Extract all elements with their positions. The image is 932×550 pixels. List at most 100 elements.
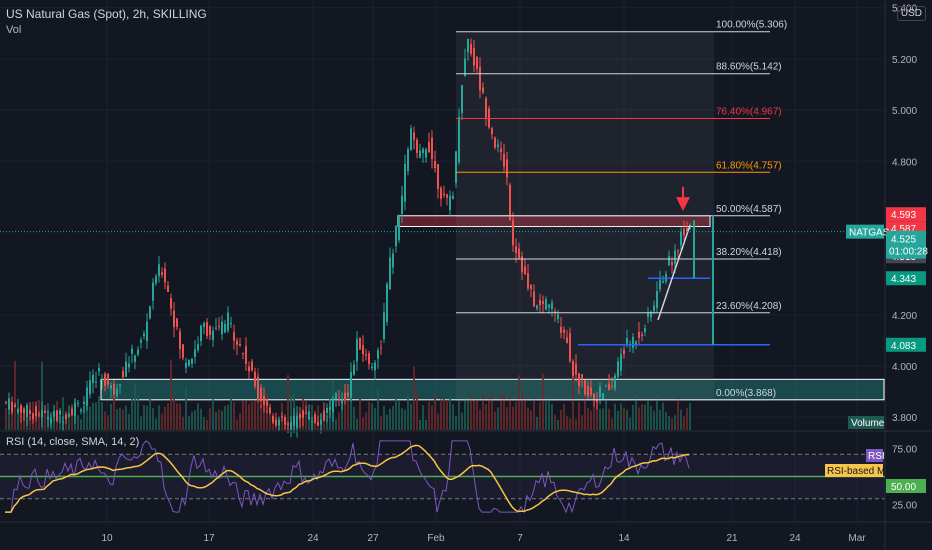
candle-body (197, 344, 199, 351)
candle-body (173, 310, 175, 328)
candle-body (341, 398, 343, 404)
candle-body (89, 380, 91, 395)
fib-level-label: 38.20%(4.418) (716, 247, 782, 258)
candle-body (587, 386, 589, 396)
volume-bar (221, 410, 223, 430)
currency-badge[interactable]: USD (896, 6, 926, 21)
volume-bar (551, 403, 553, 430)
volume-bar (578, 402, 580, 430)
volume-bar (248, 404, 250, 430)
candle-body (413, 132, 415, 140)
candle-body (530, 284, 532, 289)
rsi-tag-label: RSI (868, 451, 885, 462)
current-price-tag (886, 230, 926, 259)
volume-bar (482, 395, 484, 430)
candle-body (107, 373, 109, 385)
time-tick-label: 24 (789, 533, 801, 544)
candle-body (440, 187, 442, 199)
candle-body (644, 328, 646, 333)
candle-body (158, 264, 160, 277)
volume-bar (566, 416, 568, 430)
volume-bar (683, 416, 685, 430)
candle-body (68, 413, 70, 417)
candle-body (251, 361, 253, 371)
candle-body (209, 325, 211, 335)
rsi-legend[interactable]: RSI (14, close, SMA, 14, 2) (6, 436, 140, 448)
volume-bar (80, 419, 82, 430)
volume-bar (611, 418, 613, 430)
time-tick-label: 7 (517, 533, 523, 544)
candle-body (161, 272, 163, 275)
volume-bar (587, 408, 589, 430)
volume-bar (554, 414, 556, 430)
candle-body (506, 159, 508, 178)
candle-body (215, 327, 217, 329)
volume-bar (44, 411, 46, 430)
volume-legend[interactable]: Vol (6, 24, 22, 36)
candle-body (602, 393, 604, 400)
volume-bar (146, 405, 148, 430)
volume-bar (686, 407, 688, 430)
candle-body (545, 299, 547, 310)
time-tick-label: 27 (367, 533, 379, 544)
volume-bar (287, 375, 289, 430)
down-arrow-icon (676, 197, 690, 212)
candle-body (428, 141, 430, 153)
candle-body (287, 423, 289, 426)
candle-body (305, 412, 307, 414)
fib-level-label: 76.40%(4.967) (716, 107, 782, 118)
candle-body (50, 418, 52, 424)
candle-body (134, 355, 136, 362)
candle-body (92, 374, 94, 384)
candle-body (593, 393, 595, 400)
candle-body (650, 311, 652, 318)
volume-bar (548, 396, 550, 430)
candle-body (185, 363, 187, 368)
candle-body (548, 304, 550, 308)
price-tag (886, 271, 926, 286)
candle-body (641, 334, 643, 336)
volume-bar (398, 401, 400, 430)
volume-bar (434, 394, 436, 430)
candle-body (344, 392, 346, 400)
rsi-ma-line (5, 444, 690, 513)
candle-body (227, 312, 229, 331)
volume-bar (155, 418, 157, 430)
volume-bar (290, 395, 292, 430)
candle-body (155, 276, 157, 284)
volume-bar (563, 403, 565, 430)
candle-body (299, 413, 301, 419)
volume-bar (671, 418, 673, 430)
candle-body (212, 330, 214, 340)
volume-bar (335, 419, 337, 430)
candle-body (332, 398, 334, 413)
volume-bar (170, 359, 172, 430)
volume-bar (308, 414, 310, 430)
candle-body (668, 255, 670, 266)
price-tag-label: 4.587 (891, 224, 916, 235)
candle-body (461, 85, 463, 114)
candle-body (551, 302, 553, 309)
price-tick-label: 4.800 (892, 157, 917, 168)
volume-bar (347, 400, 349, 430)
rsi-pane (0, 440, 885, 514)
volume-bar (443, 398, 445, 430)
price-tick-label: 4.000 (892, 362, 917, 373)
price-tick-label: 3.800 (892, 413, 917, 424)
candle-body (656, 291, 658, 308)
volume-bar (536, 416, 538, 430)
rsi-mid-tag (886, 479, 926, 493)
candle-body (290, 421, 292, 430)
candle-body (494, 137, 496, 148)
candle-body (404, 163, 406, 202)
candle-body (71, 408, 73, 415)
fib-retracement[interactable]: 100.00%(5.306) 88.60%(5.142) 76.40%(4.967)… (456, 20, 787, 401)
volume-bar (428, 401, 430, 430)
volume-bar (647, 399, 649, 430)
volume-bar (104, 411, 106, 430)
candle-body (59, 410, 61, 415)
time-tick-label: 24 (307, 533, 319, 544)
volume-bar (629, 417, 631, 430)
symbol-title[interactable]: US Natural Gas (Spot), 2h, SKILLING (6, 7, 207, 21)
